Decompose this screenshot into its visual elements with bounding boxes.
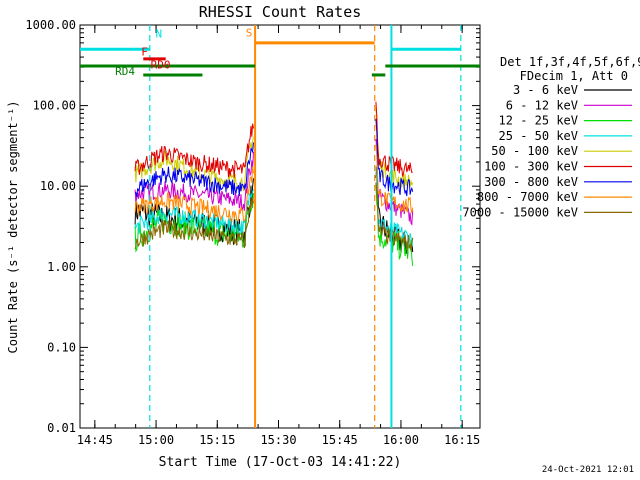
x-tick-label: 16:15	[444, 433, 480, 447]
series-line	[375, 182, 414, 252]
y-tick-label: 1000.00	[25, 18, 76, 32]
series-line	[134, 189, 254, 236]
y-tick-label: 0.01	[47, 421, 76, 435]
x-tick-label: 16:00	[383, 433, 419, 447]
legend-label: 300 - 800 keV	[484, 175, 578, 189]
series-line	[375, 108, 414, 190]
legend-label: 3 - 6 keV	[513, 83, 578, 97]
legend-label: 50 - 100 keV	[491, 144, 578, 158]
y-tick-label: 1.00	[47, 260, 76, 274]
legend-header: Det 1f,3f,4f,5f,6f,9f, FDecim 1, Att 0	[500, 55, 640, 83]
series-line	[375, 144, 414, 214]
legend-label: 25 - 50 keV	[499, 129, 578, 143]
legend-label: 7000 - 15000 keV	[462, 205, 578, 219]
legend-header-line: FDecim 1, Att 0	[519, 69, 628, 83]
y-tick-label: 100.00	[33, 99, 76, 113]
legend-label: 12 - 25 keV	[499, 114, 578, 128]
x-tick-label: 15:00	[138, 433, 174, 447]
series-line	[134, 166, 254, 224]
chart-title: RHESSI Count Rates	[198, 3, 362, 21]
y-axis-label: Count Rate (s⁻¹ detector segment⁻¹)	[6, 100, 20, 354]
series-line	[134, 136, 254, 192]
annotation-label: RD4	[115, 65, 135, 78]
annotation-label: N	[156, 27, 163, 40]
series-line	[375, 118, 414, 197]
x-tick-label: 15:15	[199, 433, 235, 447]
legend-label: 100 - 300 keV	[484, 160, 578, 174]
y-tick-label: 10.00	[40, 179, 76, 193]
y-tick-label: 0.10	[47, 340, 76, 354]
legend-label: 6 - 12 keV	[506, 98, 578, 112]
x-tick-label: 14:45	[77, 433, 113, 447]
annotation-label: RD0	[151, 58, 171, 71]
x-axis-label: Start Time (17-Oct-03 14:41:22)	[158, 455, 402, 470]
series-line	[134, 151, 254, 211]
legend-label: 800 - 7000 keV	[477, 190, 578, 204]
series-line	[134, 197, 254, 250]
axes-frame	[79, 24, 481, 429]
annotation-label: S	[246, 26, 253, 39]
footer-date: 24-Oct-2021 12:01	[541, 465, 634, 475]
legend-header-line: Det 1f,3f,4f,5f,6f,9f,	[500, 55, 640, 69]
series-line	[134, 123, 254, 178]
series-line	[135, 142, 254, 198]
series-line	[375, 166, 414, 248]
x-tick-label: 15:45	[322, 433, 358, 447]
x-tick-label: 15:30	[260, 433, 296, 447]
annotation-label: F	[141, 45, 148, 58]
series-line	[375, 101, 413, 177]
